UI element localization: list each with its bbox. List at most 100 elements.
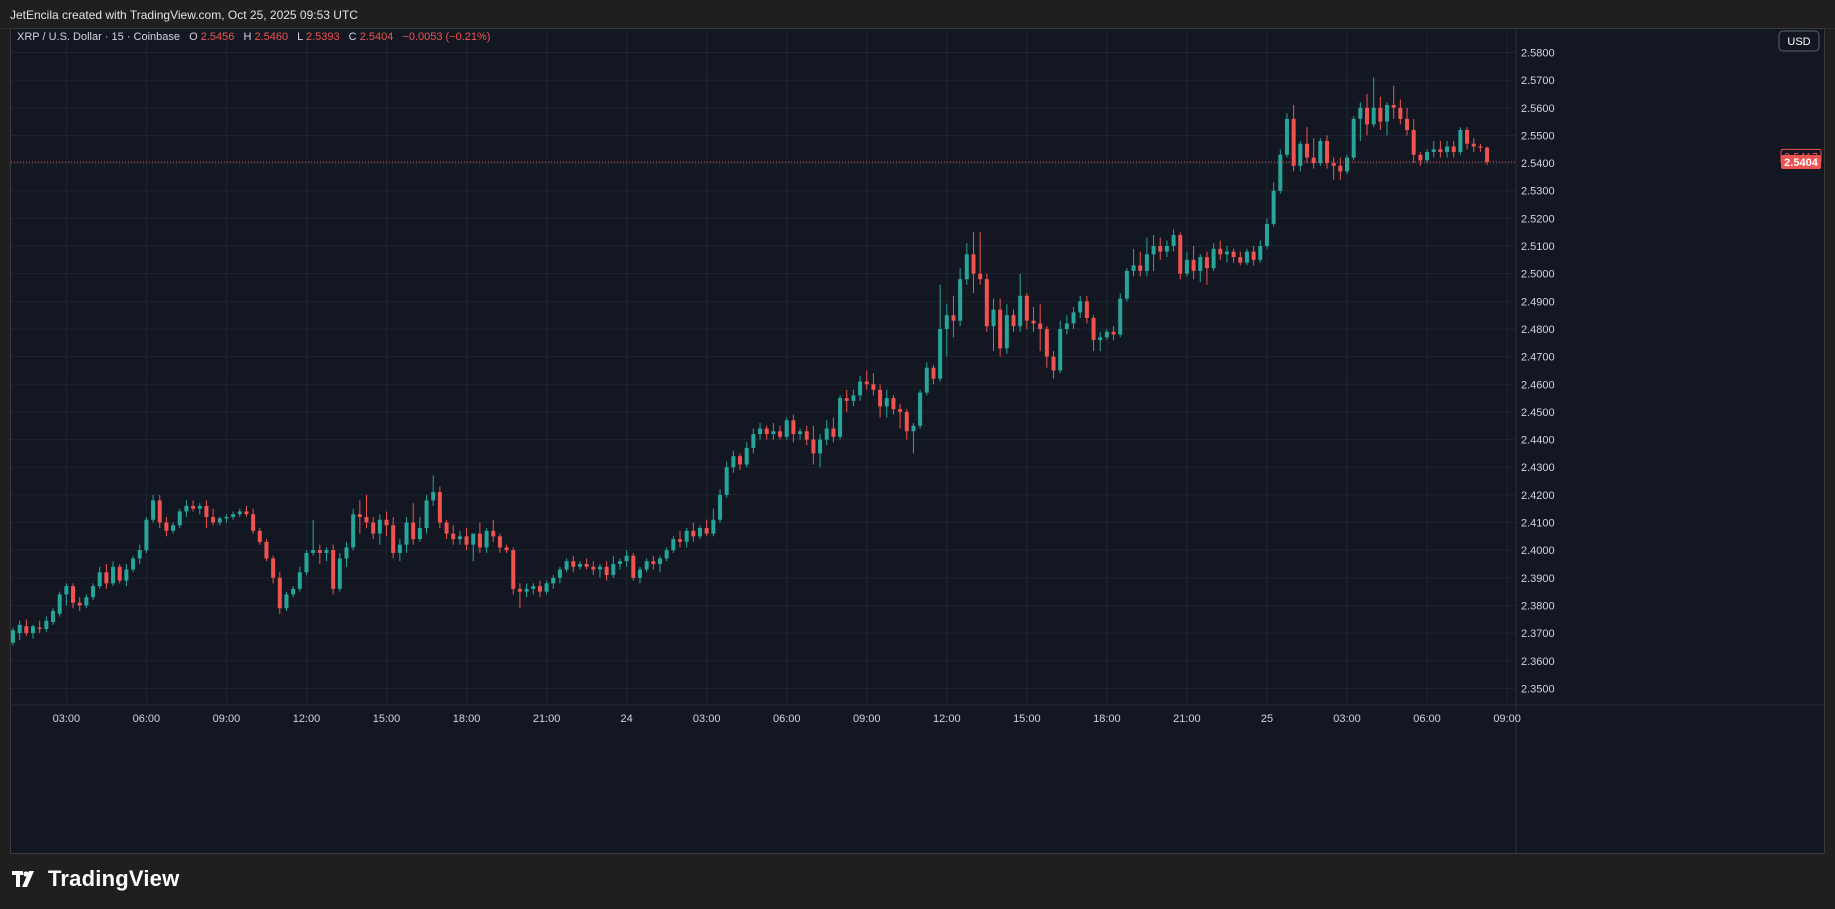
candle-body [437, 492, 442, 523]
candle-body [144, 519, 149, 551]
candle-body [411, 522, 416, 540]
time-tick-label: 03:00 [693, 713, 721, 725]
candle-body [191, 505, 196, 509]
candle-body [938, 328, 943, 379]
currency-button[interactable]: USD [1778, 30, 1820, 52]
candle-body [464, 536, 469, 545]
candle-body [831, 428, 836, 437]
candle-body [231, 514, 236, 517]
candle-body [104, 572, 109, 584]
candle-body [958, 279, 963, 321]
candle-body [764, 428, 769, 435]
candle-body [111, 566, 116, 584]
time-tick-label: 09:00 [853, 713, 881, 725]
candle-body [137, 550, 142, 559]
footer-brand[interactable]: TradingView [12, 865, 179, 893]
time-tick-label: 25 [1261, 713, 1273, 725]
candle-body [1378, 107, 1383, 122]
candle-body [744, 447, 749, 465]
candle-body [344, 547, 349, 559]
candle-body [1098, 337, 1103, 341]
candle-body [1385, 105, 1390, 122]
candle-body [1331, 163, 1336, 166]
candle-body [91, 586, 96, 598]
candle-body [1284, 118, 1289, 155]
candle-body [924, 367, 929, 393]
candle-body [798, 431, 803, 435]
legend-change: −0.0053 (−0.21%) [402, 31, 490, 43]
candle-body [57, 594, 62, 614]
candle-body [1298, 143, 1303, 166]
candle-body [397, 544, 402, 553]
candle-body [384, 519, 389, 526]
candle-body [1158, 246, 1163, 252]
candle-body [657, 558, 662, 564]
candle-body [651, 561, 656, 564]
legend-high-value: 2.5460 [254, 31, 288, 43]
price-chart[interactable]: 2.3500 2.3600 2.3700 2.3800 2.3900 2.4000 2.41… [11, 29, 1824, 853]
time-axis[interactable]: 03:00 06:00 09:00 12:00 15:00 18:00 21:00 24 03:… [11, 704, 1824, 725]
price-tick-label: 2.4600 [1521, 379, 1555, 391]
candle-body [1191, 259, 1196, 271]
time-tick-label: 03:00 [53, 713, 81, 725]
price-tick-label: 2.5400 [1521, 158, 1555, 170]
candle-body [284, 594, 289, 609]
candle-body [1264, 223, 1269, 247]
candle-body [891, 398, 896, 410]
candle-body [424, 500, 429, 529]
legend-open-label: O [189, 31, 198, 43]
candle-body [337, 558, 342, 589]
last-price-label: 2.5404 [1781, 154, 1821, 169]
time-tick-label: 03:00 [1333, 713, 1361, 725]
candle-body [1151, 246, 1156, 255]
candle-body [277, 577, 282, 609]
candle-body [171, 525, 176, 531]
time-tick-label: 18:00 [453, 713, 481, 725]
candle-body [944, 315, 949, 329]
candle-body [264, 541, 269, 559]
candle-body [1471, 143, 1476, 147]
candle-body [477, 533, 482, 548]
candle-body [884, 398, 889, 407]
candle-body [751, 434, 756, 448]
price-tick-label: 2.5700 [1521, 75, 1555, 87]
candle-body [851, 395, 856, 401]
candle-body [97, 572, 102, 587]
price-axis[interactable]: 2.3500 2.3600 2.3700 2.3800 2.3900 2.4000 2.41… [1515, 29, 1555, 853]
candle-body [1478, 146, 1483, 148]
price-tick-label: 2.3800 [1521, 600, 1555, 612]
price-tick-label: 2.5200 [1521, 213, 1555, 225]
candle-body [517, 588, 522, 592]
currency-button-label: USD [1787, 36, 1810, 48]
candle-body [978, 273, 983, 280]
price-tick-label: 2.3900 [1521, 573, 1555, 585]
candle-body [1431, 149, 1436, 153]
candle-body [1425, 152, 1430, 161]
chart-legend: XRP / U.S. Dollar · 15 · Coinbase O 2.54… [17, 31, 490, 43]
candle-body [1311, 157, 1316, 164]
candle-body [237, 511, 242, 515]
candle-body [551, 577, 556, 584]
candle-body [484, 530, 489, 548]
time-tick-label: 21:00 [533, 713, 561, 725]
time-tick-label: 15:00 [373, 713, 401, 725]
legend-open-value: 2.5456 [201, 31, 235, 43]
candle-body [624, 555, 629, 562]
time-tick-label: 15:00 [1013, 713, 1041, 725]
candle-body [291, 588, 296, 595]
time-tick-label: 06:00 [773, 713, 801, 725]
candle-body [718, 494, 723, 520]
candle-body [738, 456, 743, 465]
candle-body [711, 519, 716, 534]
candle-body [357, 514, 362, 517]
candle-body [631, 555, 636, 578]
time-tick-label: 21:00 [1173, 713, 1201, 725]
candle-body [1118, 298, 1123, 335]
candle-body [151, 500, 156, 520]
candle-body [1024, 295, 1029, 321]
candle-body [271, 558, 276, 578]
candle-body [1184, 259, 1189, 274]
candle-body [1084, 301, 1089, 318]
candle-body [1064, 323, 1069, 329]
candle-body [838, 398, 843, 437]
